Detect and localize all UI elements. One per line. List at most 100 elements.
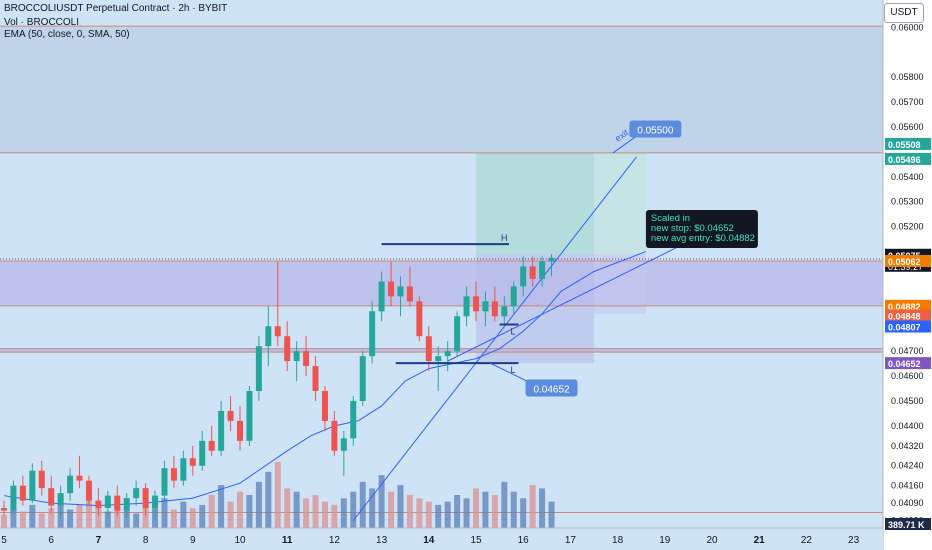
volume-bar-30 bbox=[284, 488, 291, 528]
x-tick-label-1: 6 bbox=[48, 535, 54, 546]
x-tick-label-11: 16 bbox=[518, 535, 530, 546]
candle-body-2 bbox=[19, 485, 26, 501]
candle-body-33 bbox=[312, 366, 319, 392]
volume-bar-31 bbox=[293, 491, 300, 528]
volume-bar-42 bbox=[397, 485, 404, 528]
volume-bar-19 bbox=[180, 501, 187, 528]
volume-bar-53 bbox=[501, 481, 508, 528]
candle-body-38 bbox=[359, 356, 366, 401]
note-line-0: Scaled in bbox=[651, 213, 690, 224]
price-label-bg-6 bbox=[885, 320, 931, 333]
y-tick-label-11: 0.04320 bbox=[891, 441, 924, 451]
lower-shaded-zone bbox=[0, 348, 883, 353]
entry-shaded-zone bbox=[0, 261, 883, 306]
currency-button[interactable]: USDT bbox=[884, 3, 924, 23]
volume-bar-47 bbox=[444, 501, 451, 528]
candle-body-11 bbox=[104, 495, 111, 509]
candle-body-1 bbox=[10, 485, 17, 511]
volume-bar-35 bbox=[331, 504, 338, 528]
candle-body-8 bbox=[76, 475, 83, 481]
candle-body-34 bbox=[321, 391, 328, 421]
x-tick-label-8: 13 bbox=[376, 535, 388, 546]
volume-bar-57 bbox=[539, 488, 546, 528]
candle-body-13 bbox=[123, 498, 130, 511]
volume-bar-34 bbox=[321, 501, 328, 528]
candle-body-36 bbox=[340, 438, 347, 451]
ema-line bbox=[3, 251, 647, 507]
volume-bar-56 bbox=[529, 485, 536, 528]
x-tick-label-12: 17 bbox=[565, 535, 577, 546]
candle-body-23 bbox=[218, 410, 225, 451]
y-tick-label-6: 0.05200 bbox=[891, 222, 924, 232]
note-line-1: new stop: $0.04652 bbox=[651, 223, 734, 234]
price-label-3: 0.05062 bbox=[888, 257, 921, 267]
x-tick-label-5: 10 bbox=[234, 535, 246, 546]
y-tick-label-7: 0.04700 bbox=[891, 346, 924, 356]
x-tick-label-9: 14 bbox=[423, 535, 435, 546]
level-label-0: H bbox=[501, 233, 508, 243]
candle-body-55 bbox=[520, 266, 527, 287]
note-box bbox=[645, 210, 758, 248]
candle-body-37 bbox=[350, 400, 357, 439]
y-tick-label-5: 0.05300 bbox=[891, 197, 924, 207]
volume-bar-28 bbox=[265, 471, 272, 528]
volume-bar-13 bbox=[123, 509, 130, 528]
candle-body-0 bbox=[1, 508, 7, 511]
volume-bar-51 bbox=[482, 491, 489, 528]
volume-bar-27 bbox=[255, 481, 262, 528]
volume-bar-32 bbox=[303, 498, 310, 528]
x-tick-label-0: 5 bbox=[1, 535, 7, 546]
volume-bar-25 bbox=[237, 491, 243, 528]
candle-body-14 bbox=[133, 488, 140, 499]
candle-body-53 bbox=[501, 306, 508, 317]
chart-title: BROCCOLIUSDT Perpetual Contract · 2h · B… bbox=[4, 3, 228, 14]
candle-body-20 bbox=[189, 458, 196, 466]
candle-body-4 bbox=[38, 470, 45, 489]
candle-body-47 bbox=[444, 351, 451, 357]
volume-bar-55 bbox=[520, 498, 527, 528]
volume-bar-12 bbox=[114, 506, 121, 528]
volume-bar-7 bbox=[67, 509, 74, 528]
candle-body-21 bbox=[199, 440, 206, 466]
price-label-bg-7 bbox=[885, 357, 931, 370]
volume-indicator-label[interactable]: Vol · BROCCOLI bbox=[4, 17, 80, 28]
annotation-text-1: 0.04652 bbox=[533, 385, 570, 396]
candle-body-3 bbox=[29, 470, 36, 501]
volume-bar-49 bbox=[463, 498, 470, 528]
price-label-8: 389.71 K bbox=[888, 520, 925, 530]
candle-body-18 bbox=[170, 468, 177, 481]
y-tick-label-9: 0.04500 bbox=[891, 396, 924, 406]
volume-bar-17 bbox=[161, 498, 168, 528]
price-label-bg-5 bbox=[885, 309, 931, 322]
x-tick-label-2: 7 bbox=[96, 535, 102, 546]
y-tick-label-10: 0.04400 bbox=[891, 421, 924, 431]
volume-bar-44 bbox=[416, 498, 423, 528]
main-trendline bbox=[352, 156, 637, 521]
y-tick-label-1: 0.05800 bbox=[891, 72, 924, 82]
volume-bar-5 bbox=[48, 508, 55, 528]
candle-body-30 bbox=[284, 336, 291, 362]
x-tick-label-3: 8 bbox=[143, 535, 149, 546]
volume-bar-21 bbox=[199, 504, 206, 528]
y-tick-label-0: 0.06000 bbox=[891, 22, 924, 32]
price-label-bg-3 bbox=[885, 255, 931, 268]
y-tick-label-3: 0.05600 bbox=[891, 122, 924, 132]
price-axis-background bbox=[883, 0, 932, 550]
candle-body-31 bbox=[293, 351, 300, 362]
volume-bar-23 bbox=[218, 485, 225, 528]
level-label-1: L bbox=[510, 327, 515, 337]
x-tick-label-10: 15 bbox=[470, 535, 482, 546]
price-label-1: 0.05496 bbox=[888, 155, 921, 165]
volume-bar-2 bbox=[19, 511, 26, 528]
volume-bar-11 bbox=[104, 511, 111, 528]
y-tick-label-13: 0.04160 bbox=[891, 481, 924, 491]
volume-bar-43 bbox=[406, 495, 413, 528]
annotation-box-0 bbox=[629, 120, 682, 138]
volume-bar-50 bbox=[473, 488, 479, 528]
candle-body-17 bbox=[161, 468, 168, 496]
volume-bar-40 bbox=[378, 475, 385, 528]
volume-bar-22 bbox=[208, 495, 215, 528]
volume-bar-3 bbox=[29, 504, 36, 528]
ema-indicator-label[interactable]: EMA (50, close, 0, SMA, 50) bbox=[4, 29, 130, 40]
